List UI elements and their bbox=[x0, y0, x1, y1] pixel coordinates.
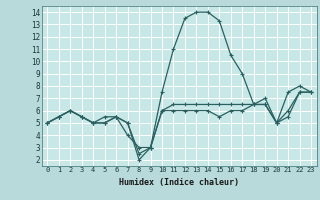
X-axis label: Humidex (Indice chaleur): Humidex (Indice chaleur) bbox=[119, 178, 239, 187]
